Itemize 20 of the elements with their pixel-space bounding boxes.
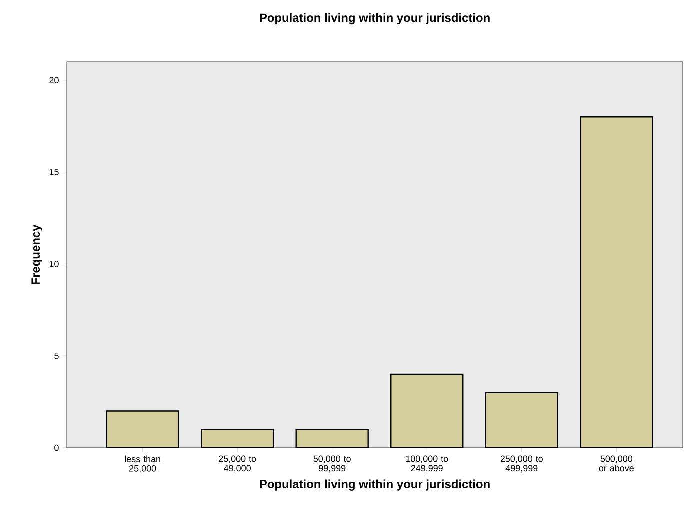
bar — [486, 392, 558, 448]
y-tick-label: 10 — [50, 261, 59, 268]
bar — [580, 116, 654, 448]
x-tick-label: 500,000 or above — [599, 456, 634, 472]
bar — [200, 429, 274, 448]
x-tick-label: 250,000 to 499,999 — [500, 456, 543, 473]
y-tick-label: 0 — [54, 444, 59, 452]
bar — [106, 410, 180, 448]
x-axis-title: Population living within your jurisdiction — [260, 480, 490, 491]
x-tick-label: 50,000 to 99,999 — [314, 456, 351, 473]
x-tick-label: 25,000 to 49,000 — [219, 456, 256, 473]
chart-title: Population living within your jurisdiction — [260, 13, 490, 25]
y-axis-title: Frequency — [32, 224, 42, 284]
x-tick-label: 100,000 to 249,999 — [406, 456, 448, 473]
bar — [296, 429, 369, 448]
y-tick-label: 20 — [50, 77, 59, 84]
y-tick-label: 5 — [54, 352, 59, 360]
bar — [390, 374, 464, 448]
x-tick-label: less than 25,000 — [125, 456, 160, 473]
y-tick-label: 15 — [50, 169, 59, 176]
